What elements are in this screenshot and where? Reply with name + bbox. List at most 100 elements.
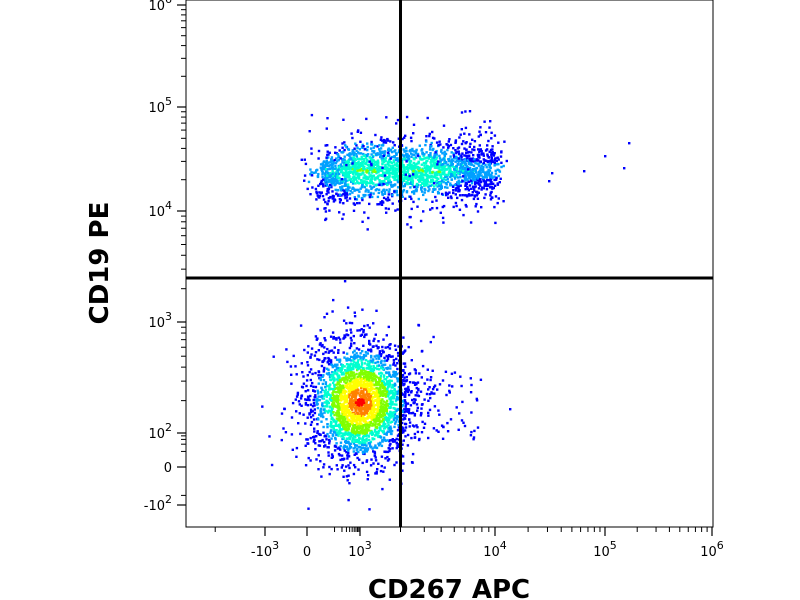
event-dot [331,455,334,458]
event-dot [353,168,356,171]
event-dot [350,396,354,399]
event-dot [454,187,458,190]
event-dot [409,404,413,407]
event-dot [474,171,478,174]
event-dot [361,157,364,161]
event-dot [368,424,371,427]
event-dot [473,145,476,149]
event-dot [395,189,398,193]
event-dot [423,153,426,156]
event-dot [349,435,352,438]
event-dot [383,363,387,366]
event-dot [387,147,390,150]
event-dot [481,186,484,189]
event-dot [386,387,389,391]
event-dot [434,151,437,154]
event-dot [462,171,465,175]
event-dot [389,364,392,367]
event-dot [440,424,444,427]
event-dot [490,137,493,140]
event-dot [370,381,373,384]
event-dot [358,173,361,177]
event-dot [418,372,421,375]
event-dot [487,163,490,166]
event-dot [410,436,413,440]
event-dot [354,172,358,176]
event-dot [387,423,390,427]
event-dot [367,349,371,352]
event-dot [350,166,353,169]
event-dot [388,158,391,162]
event-dot [488,150,491,153]
event-dot [431,130,434,134]
event-dot [417,167,420,171]
event-dot [494,172,498,175]
event-dot [462,180,466,183]
event-dot [344,375,348,378]
event-dot [396,396,399,399]
event-dot [447,157,451,161]
event-dot [387,164,391,167]
event-dot [385,171,389,174]
event-dot [456,196,459,200]
event-dot [374,176,378,179]
event-dot [477,175,481,179]
event-dot [384,457,387,460]
event-dot [329,359,333,362]
event-dot [333,183,336,187]
event-dot [350,401,353,404]
event-dot [403,169,406,172]
event-dot [455,169,459,172]
event-dot [489,183,492,186]
event-dot [290,433,294,436]
event-dot [475,397,478,401]
event-dot [349,189,352,193]
event-dot [335,192,338,196]
event-dot [464,177,468,180]
event-dot [361,446,364,449]
event-dot [463,154,466,157]
event-dot [307,442,310,445]
event-dot [330,453,334,456]
event-dot [362,194,365,197]
event-dot [428,393,432,396]
event-dot [344,396,347,399]
event-dot [458,170,461,173]
event-dot [380,157,383,160]
event-dot [358,404,361,407]
event-dot [322,168,325,171]
event-dot [378,368,381,371]
event-dot [358,190,361,193]
event-dot [471,175,475,179]
event-dot [316,406,320,410]
event-dot [473,178,477,182]
event-dot [363,417,367,420]
event-dot [432,385,436,389]
event-dot [420,190,424,193]
event-dot [392,363,395,366]
event-dot [327,161,330,164]
event-dot [363,388,366,391]
event-dot [396,362,399,365]
event-dot [374,144,377,148]
event-dot [291,448,294,451]
event-dot [331,425,335,429]
event-dot [321,438,324,442]
event-dot [338,406,341,409]
event-dot [346,425,349,428]
event-dot [394,149,397,152]
event-dot [343,433,346,437]
event-dot [401,469,404,472]
event-dot [416,175,419,178]
event-dot [491,151,494,154]
event-dot [319,395,322,398]
event-dot [395,164,398,168]
event-dot [365,437,368,440]
event-dot [413,158,416,161]
event-dot [321,402,324,405]
event-dot [342,415,346,419]
event-dot [462,168,465,171]
event-dot [495,159,498,163]
event-dot [315,403,319,406]
event-dot [492,154,496,157]
